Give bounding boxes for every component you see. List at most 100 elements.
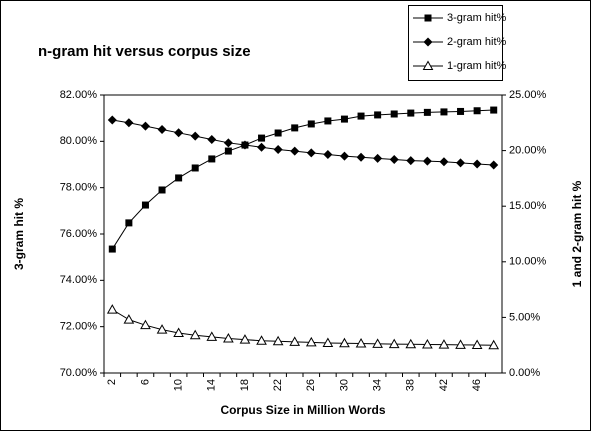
marker [258,134,266,142]
marker [189,329,201,340]
chart-title: n-gram hit versus corpus size [38,43,251,60]
marker [239,334,251,344]
y-tick-label: 78.00% [60,182,98,194]
marker [472,159,482,169]
marker [107,115,117,125]
marker [356,152,366,162]
marker [124,118,134,128]
marker [240,140,250,150]
marker [423,108,431,116]
y-axis-title: 3-gram hit % [12,198,26,270]
legend-label: 2-gram hit% [447,36,507,48]
marker [108,245,116,253]
marker [457,107,465,115]
marker [374,111,382,119]
y2-axis-title: 1 and 2-gram hit % [570,180,584,287]
y2-tick-label: 0.00% [509,367,540,379]
marker [273,144,283,154]
legend-label: 1-gram hit% [447,60,507,72]
marker [439,157,449,167]
marker [324,117,332,125]
y2-tick-label: 20.00% [509,145,547,157]
marker [125,219,133,227]
marker [224,147,232,155]
marker [175,174,183,182]
marker [473,107,481,115]
marker [305,336,317,347]
marker [291,124,299,132]
x-tick-label: 34 [372,379,384,391]
marker [206,331,218,341]
x-tick-label: 42 [438,379,450,391]
marker [423,37,433,47]
marker [456,158,466,168]
marker [357,112,365,120]
legend-label: 3-gram hit% [447,12,507,24]
marker [141,201,149,209]
marker [339,337,350,348]
x-tick-label: 6 [139,379,151,385]
marker [339,151,349,161]
marker [257,142,267,152]
y2-tick-label: 5.00% [509,311,540,323]
x-tick-label: 46 [471,379,483,391]
x-axis-title: Corpus Size in Million Words [220,403,385,417]
marker [306,148,316,158]
marker [389,154,399,164]
marker [223,138,233,148]
y-tick-label: 72.00% [60,321,98,333]
marker [174,128,184,138]
marker [373,153,383,163]
marker [272,335,284,346]
marker [190,131,200,141]
x-tick-label: 30 [338,379,350,391]
marker [355,338,367,348]
marker [488,339,500,350]
y-tick-label: 80.00% [60,135,98,147]
marker [455,339,466,349]
marker [323,149,333,159]
marker [123,314,135,324]
marker [422,156,432,166]
marker [440,108,448,116]
y2-tick-label: 25.00% [509,89,547,101]
marker [422,339,433,349]
marker [388,338,400,349]
plot-area [103,94,503,374]
marker [274,129,282,137]
x-tick-label: 10 [173,379,185,391]
x-tick-label: 18 [239,379,251,391]
marker [208,155,216,163]
marker [256,335,267,345]
marker [340,115,348,123]
marker [106,304,118,314]
marker [422,60,434,70]
marker [490,106,498,114]
marker [372,338,383,348]
x-tick-label: 26 [305,379,317,391]
y-tick-label: 70.00% [60,367,98,379]
marker [489,160,499,170]
marker [191,164,199,172]
x-tick-label: 14 [206,379,218,391]
x-tick-label: 22 [272,379,284,391]
marker [223,333,234,343]
marker [471,339,483,349]
marker [157,124,167,134]
y2-tick-label: 15.00% [509,200,547,212]
marker [405,338,417,349]
marker [406,156,416,166]
marker [322,337,334,347]
marker [156,324,168,334]
marker [307,120,315,128]
marker [290,146,300,156]
marker [173,327,184,337]
marker [207,134,217,144]
x-tick-label: 2 [106,379,118,385]
marker [438,339,450,349]
marker [407,109,415,117]
marker [158,186,166,194]
y2-tick-label: 10.00% [509,256,547,268]
